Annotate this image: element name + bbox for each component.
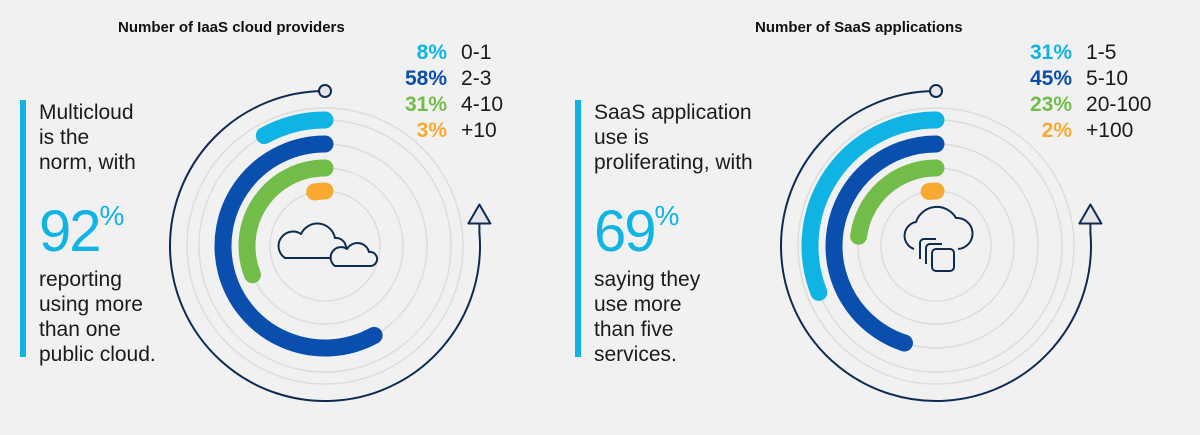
legend-label: 2-3 [461, 67, 492, 90]
callout-line: use more [594, 293, 682, 316]
iaas-panel: Number of IaaS cloud providers 8% 0-1 58… [20, 19, 503, 402]
legend-value: 3% [416, 119, 448, 142]
legend-value: 58% [405, 67, 448, 90]
data-arc-20-100 [850, 159, 945, 245]
cloud-with-app-stack-icon [903, 205, 974, 272]
start-dot-icon [929, 84, 943, 98]
legend-value: 31% [405, 93, 448, 116]
saas-panel: Number of SaaS applications 31% 1-5 45% … [575, 0, 1200, 435]
outer-arc [169, 90, 481, 402]
stack-mid [925, 243, 942, 264]
legend-label: 0-1 [461, 41, 492, 64]
callout-line: than one [39, 318, 121, 341]
grid-ring [186, 107, 464, 385]
start-dot-icon [318, 84, 332, 98]
grid-ring [797, 107, 1075, 385]
legend-value: 45% [1030, 67, 1073, 90]
cloud-outline [903, 205, 974, 250]
callout-line: is the [39, 126, 90, 149]
iaas-chart-title: Number of IaaS cloud providers [118, 19, 345, 36]
callout-line: services. [594, 343, 677, 366]
arrow-up-icon [467, 203, 492, 225]
callout-line: proliferating, with [594, 151, 753, 174]
legend-label: 20-100 [1086, 93, 1152, 116]
legend-label: +100 [1086, 119, 1134, 142]
outer-arc [780, 90, 1092, 402]
iaas-callout: Multicloud is the norm, with 92% reporti… [20, 100, 156, 366]
data-arc-+10 [306, 182, 334, 201]
data-arc-5-10 [825, 135, 945, 352]
data-arc-4-10 [238, 159, 334, 284]
cloud-small [329, 242, 379, 267]
two-clouds-icon [277, 222, 379, 267]
data-arc-2-3 [214, 135, 383, 357]
callout-line: using more [39, 293, 143, 316]
iaas-radial-chart [169, 84, 492, 402]
legend-label: 5-10 [1086, 67, 1129, 90]
legend-value: 23% [1030, 93, 1073, 116]
legend-label: 1-5 [1086, 41, 1117, 64]
callout-line: saying they [594, 268, 701, 291]
legend-label: 4-10 [461, 93, 504, 116]
callout-big-stat: 69% [594, 199, 680, 264]
legend-value: 31% [1030, 41, 1073, 64]
iaas-legend: 8% 0-1 58% 2-3 31% 4-10 3% +10 [405, 40, 503, 144]
data-arc-1-5 [801, 111, 945, 301]
data-arc-0-1 [255, 111, 334, 145]
legend-value: 2% [1041, 119, 1073, 142]
callout-line: public cloud. [39, 343, 156, 366]
legend-value: 8% [416, 41, 448, 64]
callout-line: SaaS application [594, 101, 752, 124]
stack-back [919, 238, 936, 259]
saas-chart-title: Number of SaaS applications [755, 19, 963, 36]
stack-front [931, 248, 955, 272]
callout-line: Multicloud [39, 101, 134, 124]
callout-line: use is [594, 126, 649, 149]
callout-big-stat: 92% [39, 199, 125, 264]
callout-line: norm, with [39, 151, 136, 174]
callout-line: than five [594, 318, 674, 341]
legend-label: +10 [461, 119, 497, 142]
saas-radial-chart [780, 84, 1103, 402]
saas-legend: 31% 1-5 45% 5-10 23% 20-100 2% +100 [1030, 40, 1151, 144]
callout-line: reporting [39, 268, 122, 291]
arrow-up-icon [1078, 203, 1103, 225]
saas-callout: SaaS application use is proliferating, w… [575, 100, 753, 366]
